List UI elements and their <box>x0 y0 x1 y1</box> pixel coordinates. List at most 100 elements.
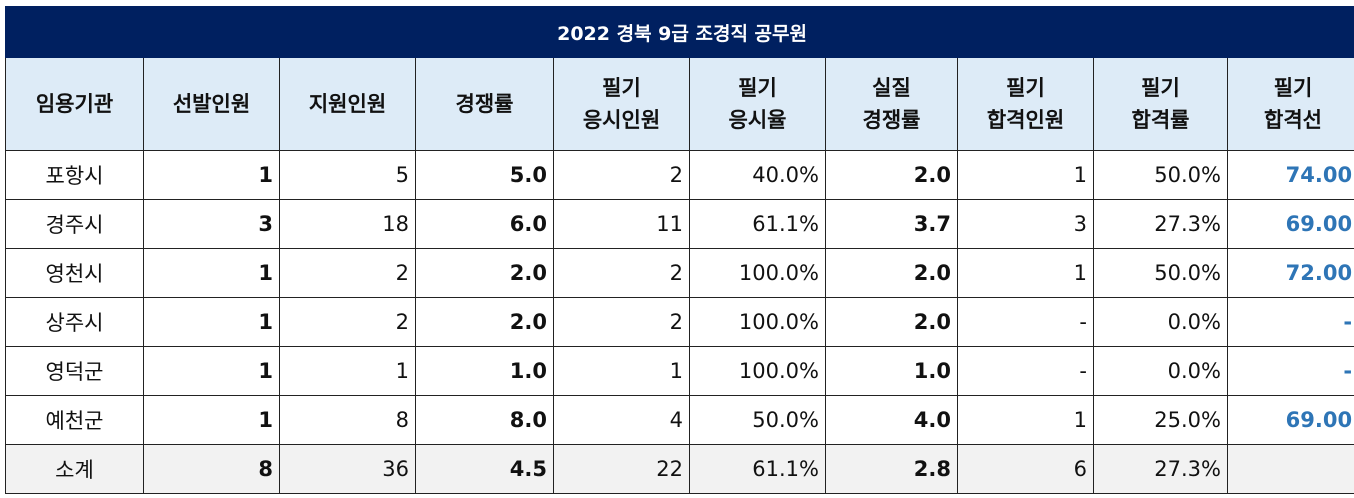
column-header: 필기 합격률 <box>1093 57 1228 151</box>
column-header-line: 필기 <box>1141 76 1180 100</box>
table-row: 영덕군 1 1 1.0 1 100.0% 1.0-0.0% - <box>5 346 1354 396</box>
value-cell: 2 <box>553 150 690 200</box>
value-cell: 3.7 <box>825 199 958 249</box>
value-cell: 27.3% <box>1093 199 1228 249</box>
value-cell: 1 <box>143 248 280 298</box>
column-header-line: 필기 <box>738 76 777 100</box>
value-cell: - <box>957 297 1094 347</box>
column-header-line: 합격인원 <box>986 108 1065 132</box>
column-header-line: 응시인원 <box>582 108 661 132</box>
value-cell: 3 <box>143 199 280 249</box>
value-cell: 50.0% <box>689 395 826 445</box>
agency-cell: 예천군 <box>5 395 144 445</box>
value-cell: 1.0 <box>415 346 554 396</box>
value-cell: 2.8 <box>825 444 958 494</box>
table-row: 경주시 3 18 6.0 11 61.1% 3.7 3 27.3% 69.00 <box>5 199 1354 249</box>
value-cell: 18 <box>279 199 416 249</box>
value-cell: 6.0 <box>415 199 554 249</box>
column-header-line: 실질 <box>872 76 911 100</box>
value-cell: 1.0 <box>825 346 958 396</box>
value-cell: 8 <box>143 444 280 494</box>
value-cell: 2.0 <box>825 297 958 347</box>
pass-line-cell <box>1226 444 1354 494</box>
value-cell: 3 <box>957 199 1094 249</box>
value-cell: 8 <box>279 395 416 445</box>
value-cell: 4.0 <box>825 395 958 445</box>
column-header-line: 합격선 <box>1264 108 1323 132</box>
value-cell: 1 <box>143 395 280 445</box>
header-row: 임용기관 선발인원 지원인원 경쟁률 필기 응시인원 필기 응시율 실질 경쟁률 필기 합격인원 필기 합… <box>5 57 1354 151</box>
table-row: 상주시 1 2 2.0 2 100.0% 2.0-0.0% - <box>5 297 1354 347</box>
value-cell: 1 <box>957 248 1094 298</box>
value-cell: 2 <box>279 248 416 298</box>
value-cell: 0.0% <box>1093 346 1228 396</box>
pass-line-cell: 69.00 <box>1226 395 1354 445</box>
value-cell: 8.0 <box>415 395 554 445</box>
value-cell: 1 <box>553 346 690 396</box>
value-cell: 2.0 <box>825 248 958 298</box>
column-header: 임용기관 <box>5 57 144 151</box>
agency-cell: 소계 <box>5 444 144 494</box>
value-cell: 25.0% <box>1093 395 1228 445</box>
column-header-line: 경쟁률 <box>455 92 514 116</box>
total-row: 소계 8 36 4.5 22 61.1% 2.8 6 27.3% <box>5 444 1354 494</box>
column-header: 경쟁률 <box>415 57 554 151</box>
column-header-line: 경쟁률 <box>862 108 921 132</box>
table-row: 영천시 1 2 2.0 2 100.0% 2.0 1 50.0% 72.00 <box>5 248 1354 298</box>
column-header-line: 선발인원 <box>172 92 251 116</box>
table-body: 포항시 1 5 5.0 2 40.0% 2.0 1 50.0% 74.00 경주시 3 18 6.0 11 6… <box>5 150 1354 494</box>
value-cell: 4 <box>553 395 690 445</box>
value-cell: 22 <box>553 444 690 494</box>
value-cell: 100.0% <box>689 248 826 298</box>
value-cell: 1 <box>143 150 280 200</box>
value-cell: 5.0 <box>415 150 554 200</box>
value-cell: 61.1% <box>689 199 826 249</box>
column-header-line: 필기 <box>1273 76 1313 100</box>
value-cell: 5 <box>279 150 416 200</box>
column-header-line: 필기 <box>1006 76 1045 100</box>
table-title: 2022 경북 9급 조경직 공무원 <box>4 6 1354 58</box>
column-header-line: 지원인원 <box>308 92 387 116</box>
value-cell: 2.0 <box>415 297 554 347</box>
table-row: 예천군 1 8 8.0 4 50.0% 4.0 1 25.0% 69.00 <box>5 395 1354 445</box>
value-cell: 2 <box>279 297 416 347</box>
value-cell: 1 <box>143 297 280 347</box>
value-cell: 27.3% <box>1093 444 1228 494</box>
agency-cell: 상주시 <box>5 297 144 347</box>
value-cell: 2.0 <box>415 248 554 298</box>
value-cell: 40.0% <box>689 150 826 200</box>
recruitment-table: 2022 경북 9급 조경직 공무원 임용기관 선발인원 지원인원 경쟁률 필기 응시인원… <box>4 6 1354 494</box>
pass-line-cell: 69.00 <box>1226 199 1354 249</box>
value-cell: 2.0 <box>825 150 958 200</box>
value-cell: 36 <box>279 444 416 494</box>
value-cell: 100.0% <box>689 297 826 347</box>
value-cell: 100.0% <box>689 346 826 396</box>
value-cell: 1 <box>957 395 1094 445</box>
pass-line-cell: - <box>1226 346 1354 396</box>
pass-line-cell: 72.00 <box>1226 248 1354 298</box>
table-row: 포항시 1 5 5.0 2 40.0% 2.0 1 50.0% 74.00 <box>5 150 1354 200</box>
column-header-line: 필기 <box>602 76 641 100</box>
column-header-line: 임용기관 <box>35 92 114 116</box>
column-header: 지원인원 <box>279 57 416 151</box>
value-cell: - <box>957 346 1094 396</box>
value-cell: 1 <box>143 346 280 396</box>
pass-line-cell: 74.00 <box>1226 150 1354 200</box>
value-cell: 61.1% <box>689 444 826 494</box>
agency-cell: 영덕군 <box>5 346 144 396</box>
value-cell: 1 <box>279 346 416 396</box>
agency-cell: 포항시 <box>5 150 144 200</box>
agency-cell: 경주시 <box>5 199 144 249</box>
table-container: 2022 경북 9급 조경직 공무원 임용기관 선발인원 지원인원 경쟁률 필기 응시인원… <box>4 6 1354 494</box>
column-header-line: 응시율 <box>728 108 787 132</box>
value-cell: 6 <box>957 444 1094 494</box>
value-cell: 1 <box>957 150 1094 200</box>
value-cell: 2 <box>553 248 690 298</box>
value-cell: 4.5 <box>415 444 554 494</box>
value-cell: 2 <box>553 297 690 347</box>
value-cell: 50.0% <box>1093 150 1228 200</box>
value-cell: 11 <box>553 199 690 249</box>
